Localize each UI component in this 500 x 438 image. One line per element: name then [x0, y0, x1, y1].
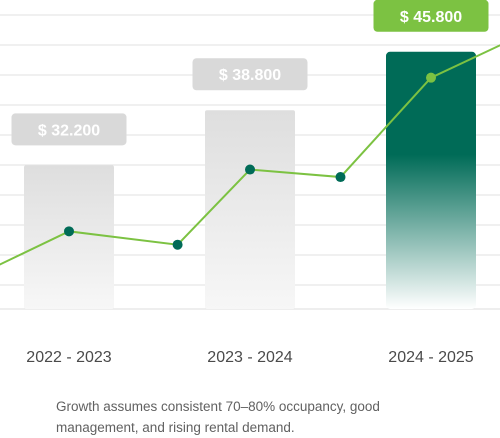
trend-line-group	[0, 44, 500, 266]
x-tick-label: 2024 - 2025	[388, 349, 474, 366]
chart: $ 32.200 $ 38.800 $ 45.800 2022 - 2023 2023…	[0, 0, 500, 366]
bars	[24, 51, 476, 309]
trend-point	[335, 172, 346, 183]
bar-2022-2023	[24, 165, 114, 309]
trend-line	[0, 44, 500, 266]
x-tick-label: 2022 - 2023	[26, 349, 112, 366]
value-label: $ 45.800	[400, 9, 462, 26]
x-axis-ticks: 2022 - 2023 2023 - 2024 2024 - 2025	[26, 349, 474, 366]
trend-point	[64, 226, 74, 237]
value-badge	[192, 58, 308, 91]
value-badges: $ 32.200 $ 38.800 $ 45.800	[11, 0, 489, 146]
footnote: Growth assumes consistent 70–80% occupan…	[56, 399, 380, 435]
bar-2024-2025	[386, 51, 476, 309]
x-tick-label: 2023 - 2024	[207, 349, 293, 366]
value-badge	[11, 113, 127, 146]
trend-point	[245, 164, 255, 175]
value-label: $ 38.800	[219, 67, 281, 84]
value-badge	[373, 0, 489, 32]
value-label: $ 32.200	[38, 122, 100, 139]
trend-point	[426, 72, 436, 83]
trend-point	[172, 239, 183, 250]
bar-2023-2024	[205, 110, 295, 309]
